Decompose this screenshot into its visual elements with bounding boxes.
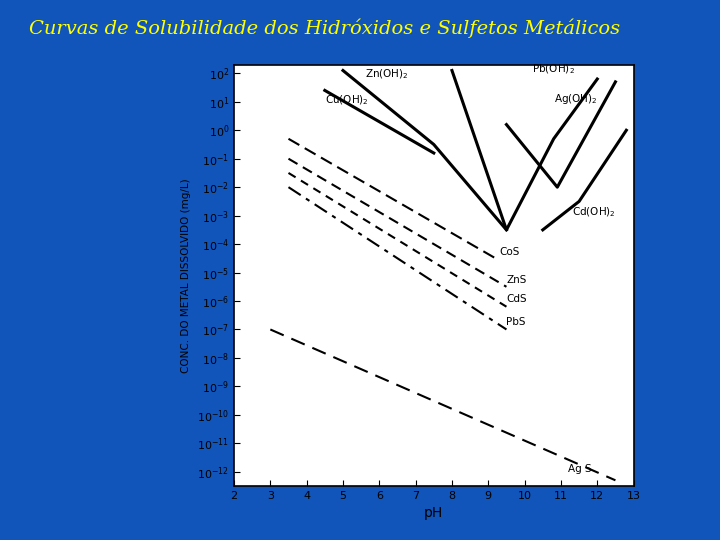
X-axis label: pH: pH (424, 507, 444, 521)
Text: Cu(OH)$_2$: Cu(OH)$_2$ (325, 93, 369, 107)
Y-axis label: CONC. DO METAL DISSOLVIDO (mg/L): CONC. DO METAL DISSOLVIDO (mg/L) (181, 178, 192, 373)
Text: PbS: PbS (506, 317, 526, 327)
Text: Zn(OH)$_2$: Zn(OH)$_2$ (365, 68, 408, 82)
Text: CoS: CoS (499, 247, 520, 258)
Text: Ag(OH)$_2$: Ag(OH)$_2$ (554, 92, 598, 106)
Text: ZnS: ZnS (506, 274, 527, 285)
Text: Cd(OH)$_2$: Cd(OH)$_2$ (572, 206, 616, 219)
Text: Ag S: Ag S (568, 464, 592, 474)
Text: Curvas de Solubilidade dos Hidróxidos e Sulfetos Metálicos: Curvas de Solubilidade dos Hidróxidos e … (29, 19, 620, 38)
Text: CdS: CdS (506, 294, 527, 305)
Text: Pb(OH)$_2$: Pb(OH)$_2$ (532, 62, 575, 76)
